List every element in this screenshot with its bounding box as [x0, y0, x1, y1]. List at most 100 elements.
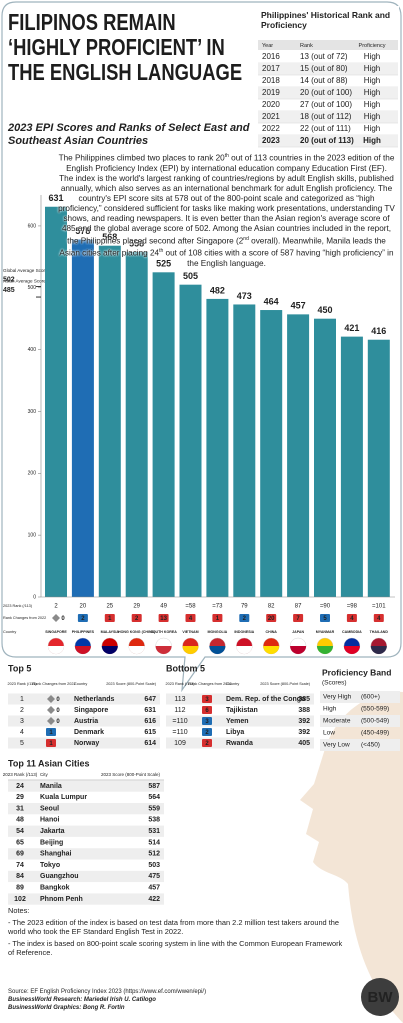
rank-label: 87 — [295, 604, 302, 610]
score-cell: 405 — [298, 740, 310, 747]
city-rank: 24 — [16, 783, 24, 790]
column-header: 2023 Rank (/113) — [3, 772, 38, 777]
rank-change: 2 — [205, 741, 209, 747]
value-label: 482 — [210, 285, 225, 295]
flag-part — [48, 646, 64, 654]
row-stripe — [8, 848, 164, 860]
rank-label: =101 — [372, 604, 386, 610]
rank-change-icon — [47, 695, 55, 703]
history-cell: 2017 — [262, 64, 280, 73]
band-title: Proficiency Band — [322, 667, 391, 677]
rank-change: 6 — [205, 708, 209, 714]
bar — [260, 310, 283, 597]
band-name: Moderate — [323, 718, 351, 725]
city-rank: 102 — [14, 896, 26, 903]
y-tick-label: 400 — [28, 347, 37, 353]
rank-label: =90 — [320, 604, 331, 610]
city-score: 503 — [148, 862, 160, 869]
column-header: Rank — [300, 43, 313, 49]
rank-label: 25 — [106, 604, 113, 610]
city-name: Guangzhou — [40, 873, 79, 880]
face-silhouette — [300, 691, 403, 1023]
history-cell: High — [364, 76, 380, 85]
band-range: (550-599) — [361, 706, 389, 713]
band-name: Very Low — [323, 742, 350, 749]
notes-title: Notes: — [8, 906, 30, 915]
credit-line: BusinessWorld Research: Mariedel Irish U… — [8, 997, 156, 1003]
history-cell: 2020 — [262, 100, 280, 109]
history-cell: 13 (out of 72) — [300, 52, 348, 61]
table-title: Top 11 Asian Cities — [8, 758, 90, 768]
rank-change-icon — [346, 614, 357, 622]
score-cell: 385 — [298, 696, 310, 703]
city-rank: 54 — [16, 828, 24, 835]
score-cell: 615 — [144, 729, 156, 736]
city-rank: 29 — [16, 794, 24, 801]
history-cell: 2018 — [262, 76, 280, 85]
country-cell: Rwanda — [226, 740, 253, 747]
row-stripe — [166, 715, 314, 727]
average-value: 502 — [3, 276, 15, 283]
column-header: 2023 Rank (/113) — [165, 682, 195, 686]
country-cell: Netherlands — [74, 696, 115, 703]
history-cell: High — [364, 100, 380, 109]
city-rank: 31 — [16, 805, 24, 812]
rank-change-icon — [104, 614, 115, 622]
city-rank: 84 — [16, 873, 24, 880]
rank-change: 1 — [49, 741, 53, 747]
column-header: 2023 Score (800-Point Scale) — [101, 772, 161, 777]
row-stripe — [8, 870, 164, 883]
city-score: 531 — [148, 828, 160, 835]
rank-change-icon — [239, 614, 250, 622]
history-cell: 2022 — [262, 124, 280, 133]
history-cell: 2016 — [262, 52, 280, 61]
title: FILIPINOS REMAIN ‘HIGHLY PROFICIENT’ IN … — [8, 9, 243, 85]
city-score: 475 — [148, 873, 160, 880]
value-label: 505 — [183, 271, 198, 281]
value-label: 473 — [237, 291, 252, 301]
y-tick-label: 0 — [33, 594, 36, 600]
paragraph-text: th — [159, 248, 164, 255]
rank-cell: 3 — [20, 718, 24, 725]
rank-label: =58 — [185, 604, 196, 610]
bar — [125, 251, 148, 597]
city-name: Phnom Penh — [40, 896, 83, 903]
rank-change: 0 — [56, 708, 60, 714]
city-score: 538 — [148, 817, 160, 824]
score-cell: 616 — [144, 718, 156, 725]
rank-change: 4 — [377, 616, 381, 622]
row-stripe — [258, 63, 398, 75]
flag-part — [155, 646, 172, 654]
city-score: 564 — [148, 794, 160, 801]
rank-label: 20 — [80, 604, 87, 610]
rank-change-icon — [293, 614, 304, 622]
history-cell: 2019 — [262, 88, 280, 97]
row-label: Rank Changes from 2022 — [3, 616, 46, 620]
bar — [45, 206, 67, 597]
bar — [367, 339, 390, 597]
average-label: Asian Average Score: — [3, 278, 47, 283]
rank-change-icon — [185, 614, 196, 622]
score-cell: 647 — [144, 696, 156, 703]
rank-label: 2 — [54, 604, 58, 610]
rank-cell: =110 — [172, 718, 187, 725]
history-cell: 20 (out of 113) — [300, 136, 354, 145]
rank-change: 2 — [205, 730, 209, 736]
country-label: SOUTH KOREA — [150, 630, 177, 634]
table-title: Bottom 5 — [166, 663, 205, 673]
country-cell: Norway — [74, 740, 99, 747]
flag-part — [343, 646, 360, 654]
rank-cell: 113 — [174, 696, 185, 703]
y-tick-label: 600 — [28, 223, 37, 229]
rank-change: 2 — [135, 616, 139, 622]
country-cell: Singapore — [74, 707, 108, 714]
country-cell: Libya — [226, 729, 244, 736]
country-label: SINGAPORE — [45, 630, 67, 634]
rank-cell: 5 — [20, 740, 24, 747]
history-title: Philippines' Historical Rank and Profici… — [261, 10, 391, 30]
row-stripe — [166, 693, 314, 705]
rank-change-icon — [46, 739, 56, 747]
country-label: INDONESIA — [234, 630, 254, 634]
rank-change: 7 — [296, 616, 300, 622]
note-item: - The 2023 edition of the index is based… — [8, 918, 339, 936]
